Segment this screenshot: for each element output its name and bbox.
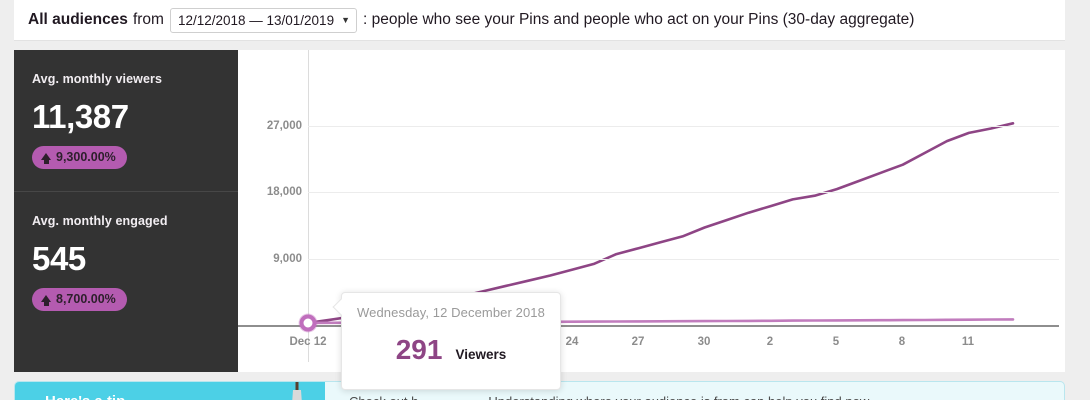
x-axis-tick-label: 11 xyxy=(961,336,975,348)
chart-tooltip: Wednesday, 12 December 2018 291 Viewers xyxy=(332,292,561,390)
x-axis-tick-label: 8 xyxy=(898,336,906,348)
arrow-up-icon xyxy=(41,152,51,164)
x-axis-tick-label: 24 xyxy=(565,336,579,348)
tip-text-right: Understanding where your audience is fro… xyxy=(488,394,869,400)
tip-banner-accent: Here's a tip xyxy=(15,382,325,400)
gridline xyxy=(308,125,1059,127)
x-axis-tick-label: 30 xyxy=(697,336,711,348)
y-axis-line xyxy=(308,50,309,362)
y-axis-tick-label: 9,000 xyxy=(273,252,302,265)
y-axis-tick-label: 27,000 xyxy=(266,119,302,132)
tooltip-metric-label: Viewers xyxy=(455,347,507,362)
metric-change: 9,300.00% xyxy=(56,150,116,164)
rocket-icon xyxy=(292,382,302,400)
x-axis-baseline xyxy=(238,325,1059,327)
audience-header-bar: All audiences from 12/12/2018 — 13/01/20… xyxy=(14,0,1065,41)
from-label: from xyxy=(132,11,164,28)
metric-label: Avg. monthly viewers xyxy=(32,72,163,86)
gridline xyxy=(308,192,1059,194)
metric-label: Avg. monthly engaged xyxy=(32,214,168,228)
audience-label: All audiences xyxy=(28,11,128,28)
data-point-marker[interactable] xyxy=(299,314,317,332)
tooltip-date: Wednesday, 12 December 2018 xyxy=(357,305,545,320)
tip-banner-title: Here's a tip xyxy=(45,393,125,400)
gridline xyxy=(308,258,1059,260)
audience-description: : people who see your Pins and people wh… xyxy=(363,11,915,28)
status-badge: 9,300.00% xyxy=(32,146,127,169)
chevron-down-icon: ▼ xyxy=(341,14,350,25)
rail-divider xyxy=(14,191,238,192)
audience-line-chart[interactable]: 9,000 18,000 27,000 Dec 12 24 27 30 2 5 8 11 xyxy=(238,50,1065,372)
x-axis-tick-label: Dec 12 xyxy=(289,336,327,348)
date-range-value: 12/12/2018 — 13/01/2019 xyxy=(177,12,335,28)
metric-value: 545 xyxy=(32,240,86,277)
tip-text-left: Check out h xyxy=(349,394,418,400)
metric-value: 11,387 xyxy=(32,98,129,135)
metrics-rail: Avg. monthly viewers 11,387 9,300.00% Av… xyxy=(14,50,238,372)
metric-card-viewers[interactable]: Avg. monthly viewers 11,387 9,300.00% xyxy=(14,50,238,169)
y-axis-tick-label: 18,000 xyxy=(266,186,302,199)
arrow-up-icon xyxy=(41,294,51,306)
metric-card-engaged[interactable]: Avg. monthly engaged 545 8,700.00% xyxy=(14,192,238,311)
x-axis-tick-label: 2 xyxy=(766,336,774,348)
metric-change: 8,700.00% xyxy=(56,292,116,306)
x-axis-tick-label: 27 xyxy=(631,336,645,348)
date-range-select[interactable]: 12/12/2018 — 13/01/2019 ▼ xyxy=(169,7,357,33)
status-badge: 8,700.00% xyxy=(32,288,127,311)
tooltip-value: 291 xyxy=(395,334,443,365)
tip-banner-body: Check out h Understanding where your aud… xyxy=(325,382,1064,400)
x-axis-tick-label: 5 xyxy=(832,336,840,348)
